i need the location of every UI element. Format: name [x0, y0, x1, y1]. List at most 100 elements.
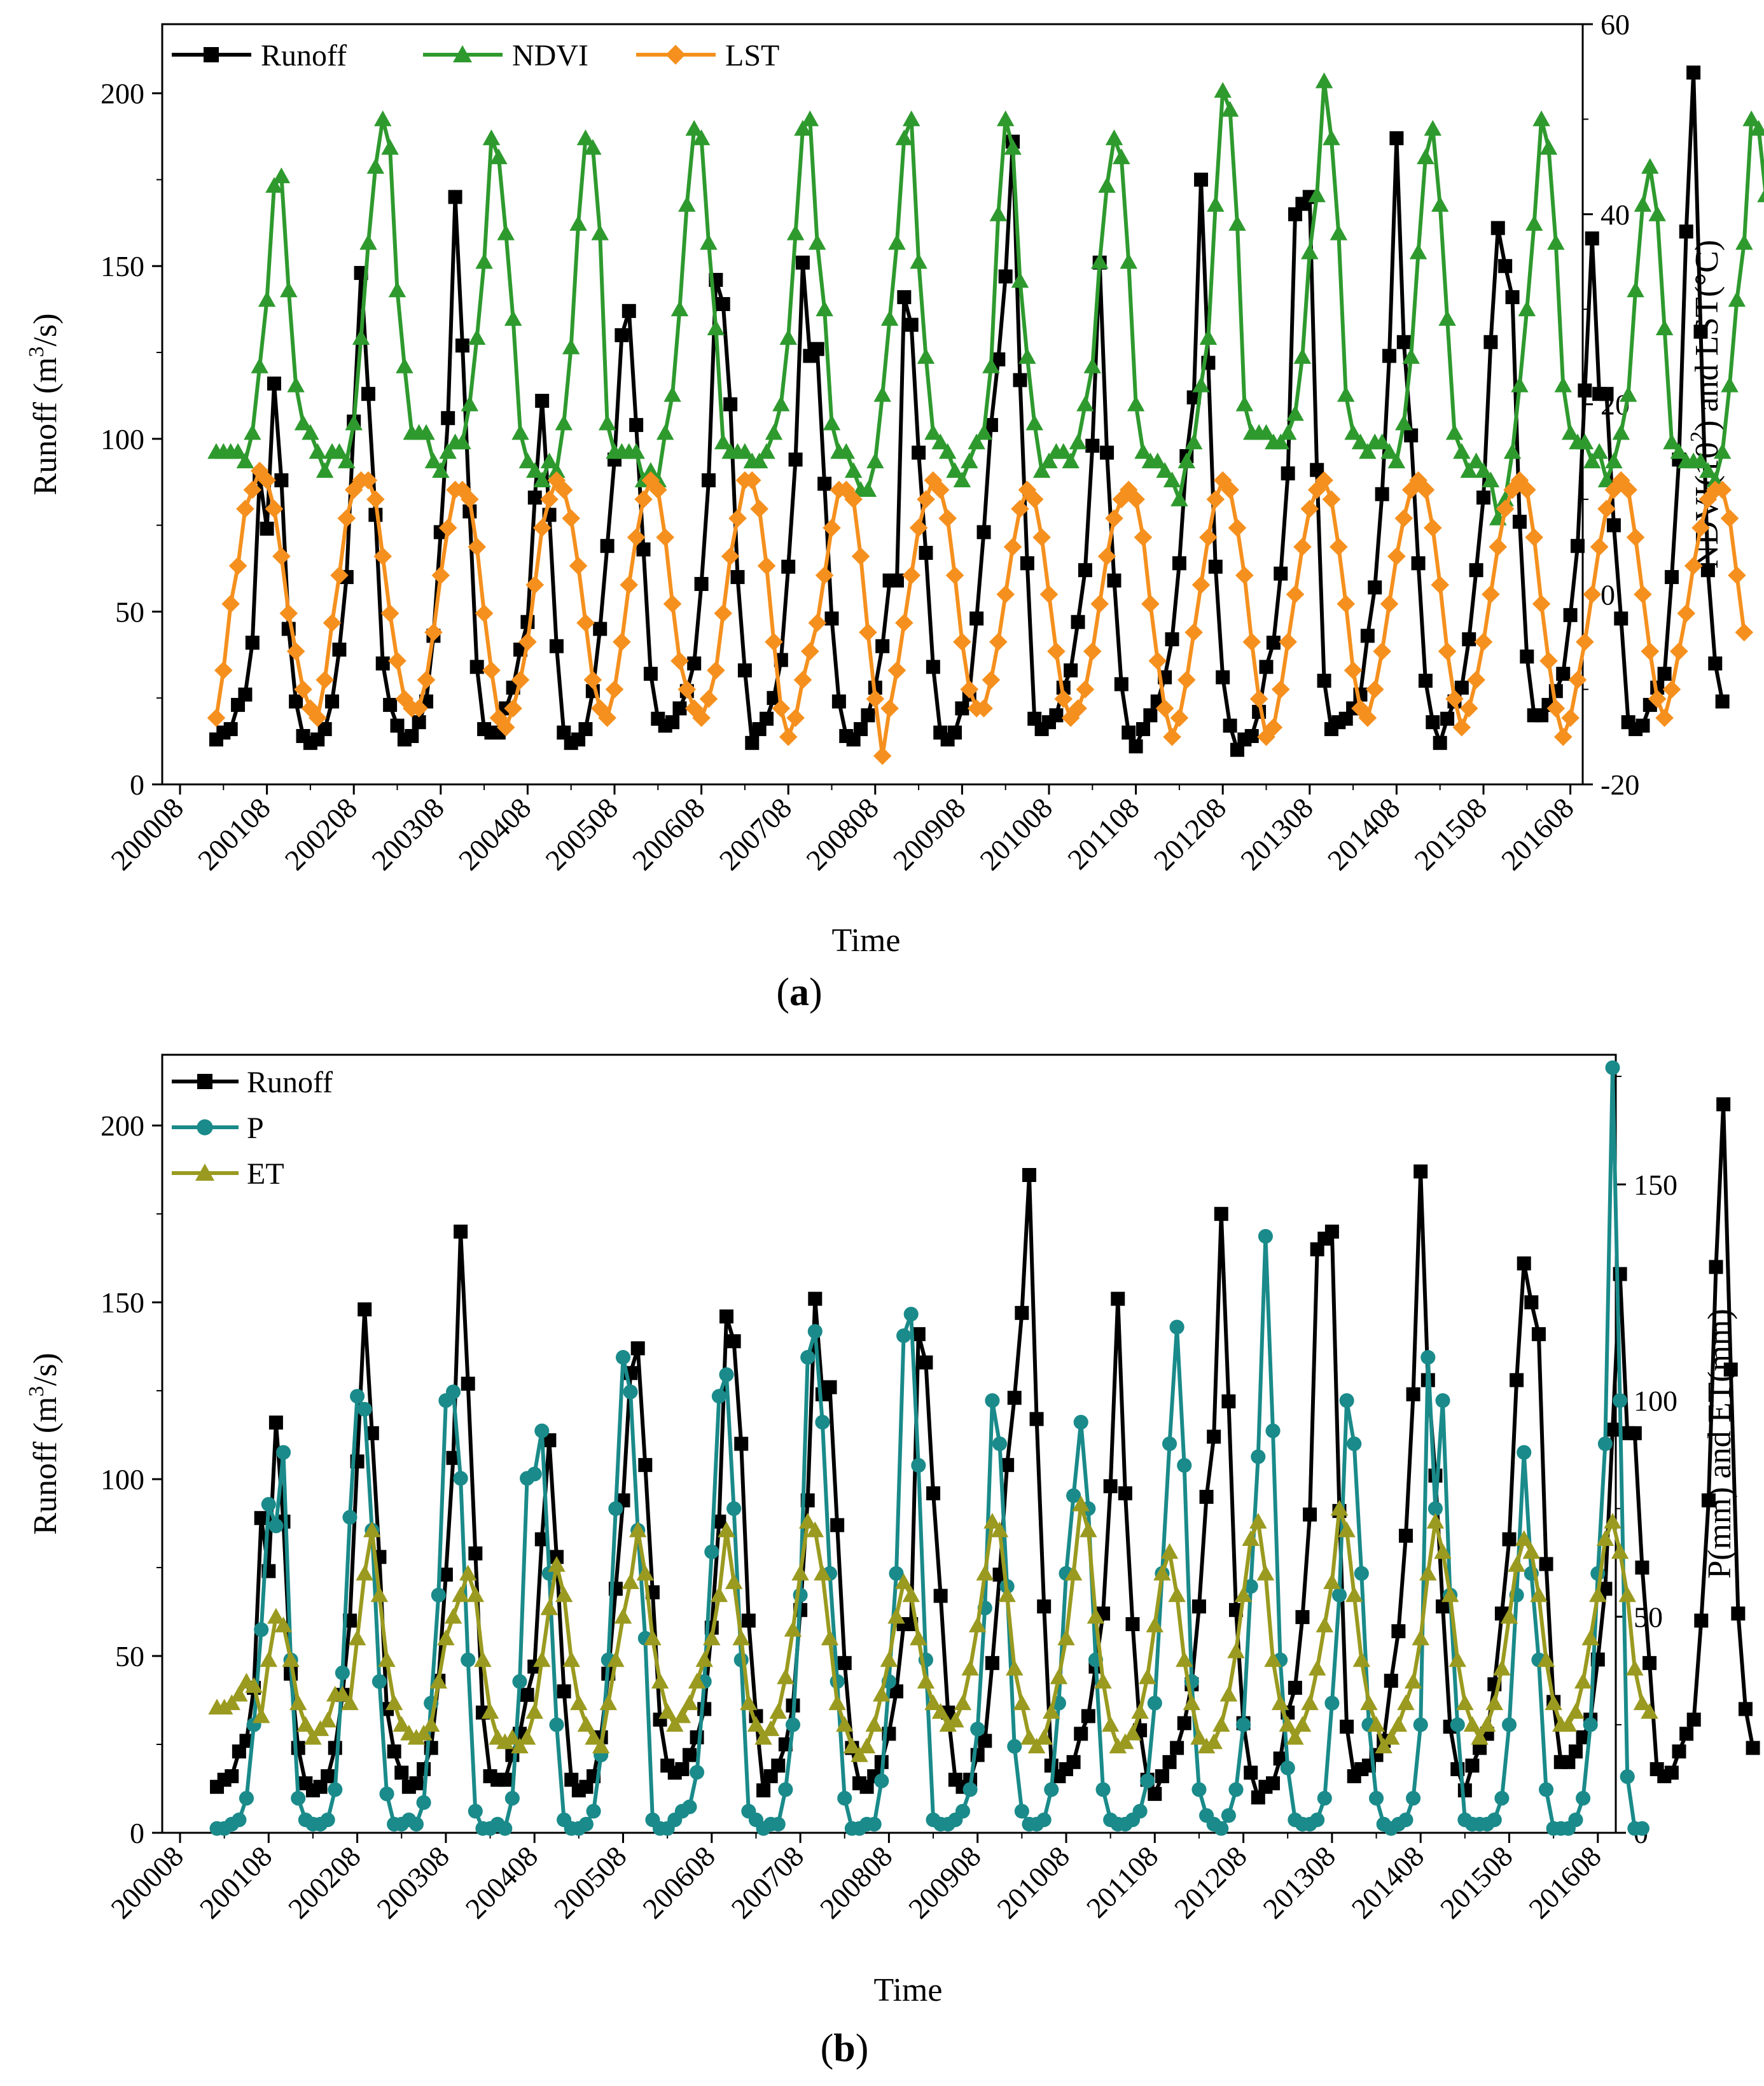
data-point-runoff	[1585, 231, 1599, 246]
data-point-lst	[815, 566, 834, 585]
data-point-runoff	[1694, 1613, 1709, 1628]
data-point-p	[866, 1816, 882, 1832]
y-axis-label: Runoff (m3/s)	[25, 1352, 64, 1534]
data-point-runoff	[1310, 1242, 1324, 1256]
data-point-ndvi	[1749, 120, 1764, 136]
data-point-ndvi	[1018, 348, 1036, 364]
y-tick-label: 100	[101, 423, 144, 455]
data-point-runoff	[1037, 1599, 1052, 1614]
data-point-ndvi	[859, 481, 877, 497]
data-point-et	[215, 1699, 233, 1714]
data-point-et	[622, 1573, 639, 1589]
data-point-et	[1633, 1694, 1651, 1711]
data-point-lst	[699, 690, 718, 708]
data-point-ndvi	[548, 462, 566, 478]
data-point-lst	[786, 709, 805, 727]
data-point-lst	[555, 480, 573, 499]
y-axis-label: Runoff (m3/s)	[25, 313, 64, 495]
data-point-lst	[1242, 632, 1261, 651]
data-point-lst	[1373, 642, 1391, 661]
data-point-runoff	[837, 1656, 852, 1671]
data-point-runoff	[225, 1769, 239, 1784]
data-point-runoff	[756, 1783, 771, 1798]
data-point-lst	[1213, 471, 1232, 490]
data-point-et	[1589, 1586, 1607, 1603]
data-point-ndvi	[388, 281, 406, 298]
data-point-runoff	[912, 445, 926, 460]
data-point-et	[1626, 1660, 1644, 1676]
data-point-lst	[380, 604, 399, 623]
data-point-lst	[931, 480, 950, 499]
data-point-runoff	[593, 622, 608, 636]
data-point-runoff	[788, 452, 803, 467]
data-point-runoff	[854, 722, 868, 737]
data-point-p	[1073, 1414, 1088, 1430]
data-point-runoff	[665, 715, 680, 730]
data-point-runoff	[1022, 1168, 1036, 1183]
data-point-et	[260, 1651, 278, 1667]
data-point-et	[540, 1599, 559, 1615]
data-point-ndvi	[1257, 424, 1275, 440]
data-point-ndvi	[330, 443, 349, 459]
data-point-et	[311, 1720, 330, 1736]
data-point-et	[1101, 1716, 1120, 1732]
data-point-p	[1331, 1587, 1347, 1603]
data-point-p	[372, 1674, 387, 1689]
data-point-ndvi	[1605, 452, 1623, 469]
data-point-ndvi	[490, 148, 508, 165]
data-point-runoff	[1723, 1362, 1738, 1377]
data-point-et	[378, 1651, 396, 1667]
data-point-p	[586, 1804, 601, 1819]
data-point-ndvi	[931, 433, 949, 450]
x-tick-label: 201608	[1495, 791, 1580, 877]
data-point-p	[726, 1501, 742, 1516]
y-tick-label: 200	[101, 78, 144, 110]
data-point-et	[1434, 1543, 1452, 1559]
y2-tick-label: 150	[1634, 1169, 1677, 1201]
data-point-lst	[823, 518, 841, 537]
data-point-runoff	[760, 711, 774, 726]
data-point-et	[666, 1716, 684, 1732]
data-point-runoff	[1207, 1429, 1221, 1444]
data-point-ndvi	[1742, 110, 1760, 127]
data-point-ndvi	[576, 129, 595, 146]
data-point-ndvi	[461, 395, 479, 412]
data-point-runoff	[1266, 636, 1281, 650]
y2-tick-label: 40	[1601, 198, 1630, 231]
data-point-runoff	[1576, 1730, 1590, 1744]
data-point-runoff	[239, 1734, 254, 1748]
data-point-et	[1508, 1555, 1525, 1572]
data-point-et	[511, 1737, 529, 1754]
data-point-runoff	[969, 611, 984, 626]
data-point-p	[1221, 1808, 1236, 1823]
data-point-lst	[656, 528, 674, 546]
x-tick-label: 200008	[104, 791, 190, 877]
data-point-lst	[308, 709, 327, 727]
data-point-ndvi	[1279, 424, 1297, 440]
data-point-lst	[1590, 538, 1609, 556]
data-point-lst	[482, 661, 501, 680]
data-point-et	[1146, 1617, 1164, 1632]
data-point-ndvi	[1062, 452, 1080, 469]
data-point-ndvi	[1380, 443, 1398, 459]
data-point-ndvi	[1032, 462, 1051, 478]
data-point-et	[703, 1629, 721, 1646]
data-point-et	[1197, 1737, 1216, 1754]
data-point-et	[1641, 1703, 1658, 1719]
data-point-et	[1190, 1728, 1208, 1745]
data-point-ndvi	[345, 414, 363, 431]
data-point-p	[815, 1414, 830, 1430]
data-point-et	[828, 1694, 846, 1711]
data-point-p	[275, 1445, 291, 1460]
data-point-runoff	[1539, 1557, 1553, 1571]
data-point-et	[1611, 1543, 1629, 1559]
data-point-p	[1487, 1812, 1502, 1828]
data-point-runoff	[1049, 708, 1064, 723]
data-point-lst	[1018, 480, 1037, 499]
data-point-p	[239, 1791, 254, 1806]
data-point-ndvi	[1409, 243, 1427, 260]
data-point-runoff	[441, 411, 455, 426]
data-point-runoff	[1375, 487, 1389, 501]
data-point-ndvi	[1055, 443, 1073, 459]
data-point-ndvi	[475, 253, 493, 269]
